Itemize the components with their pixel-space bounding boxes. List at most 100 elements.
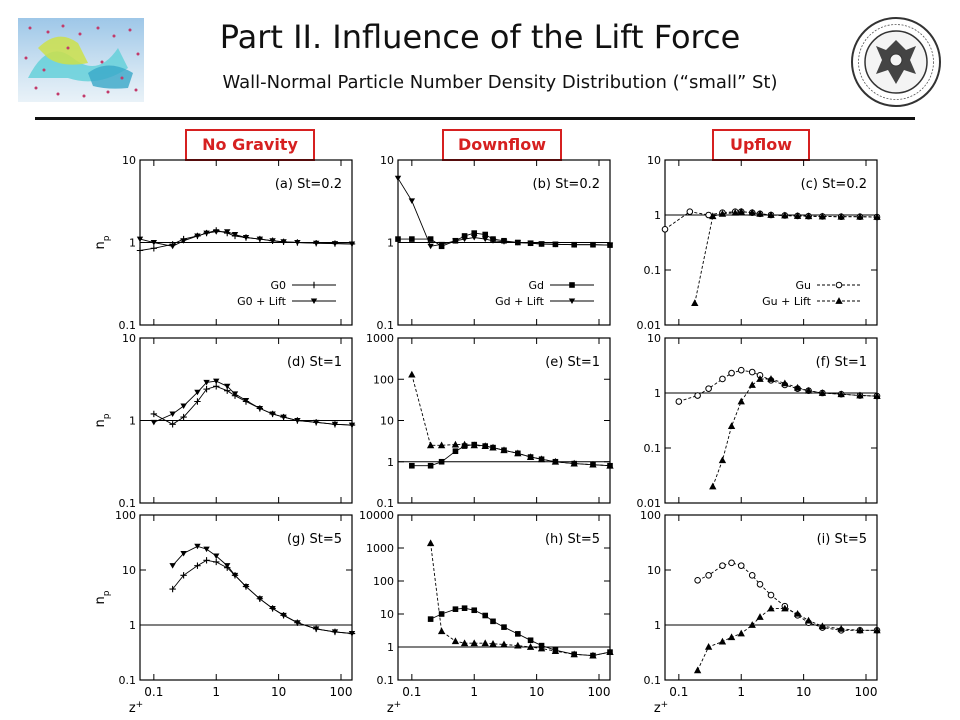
data-point xyxy=(731,208,739,216)
y-tick-label: 10 xyxy=(122,332,136,345)
data-point xyxy=(294,620,301,626)
data-point xyxy=(818,389,827,396)
data-point xyxy=(242,397,250,404)
data-point xyxy=(452,238,459,244)
data-point xyxy=(661,225,669,233)
data-point xyxy=(737,397,745,405)
y-tick-label: 0.1 xyxy=(644,674,662,687)
y-tick-label: 0.01 xyxy=(637,319,662,332)
data-point xyxy=(873,626,881,634)
y-tick-label: 100 xyxy=(640,509,661,522)
data-point xyxy=(756,375,764,382)
y-tick-label: 0.1 xyxy=(377,497,395,510)
y-tick-label: 1 xyxy=(387,237,394,250)
legend-entry: G0 + Lift xyxy=(237,295,287,308)
data-point xyxy=(169,563,176,569)
data-point xyxy=(231,232,239,238)
data-point xyxy=(719,375,726,383)
panel-frame xyxy=(139,514,353,681)
data-point xyxy=(856,626,864,634)
data-point xyxy=(537,644,546,652)
series-line xyxy=(697,607,877,671)
data-point xyxy=(461,236,468,243)
data-point xyxy=(804,386,813,394)
panel-label: (c) St=0.2 xyxy=(801,177,867,192)
data-point xyxy=(489,238,497,244)
data-point xyxy=(675,398,683,405)
legend-entry: Gu xyxy=(796,279,812,292)
y-tick-label: 1 xyxy=(129,237,136,250)
data-point xyxy=(756,209,764,217)
panel-frame xyxy=(664,337,878,504)
data-point xyxy=(490,618,496,625)
y-axis-label-sub: p xyxy=(102,413,112,419)
legend-marker xyxy=(568,298,576,304)
y-tick-label: 1 xyxy=(654,619,661,632)
y-axis-label: np xyxy=(93,590,112,604)
data-point xyxy=(203,557,210,564)
data-point xyxy=(737,366,745,374)
legend-entry: Gu + Lift xyxy=(762,295,812,308)
data-point xyxy=(856,391,864,399)
data-point xyxy=(203,230,210,237)
data-point xyxy=(481,442,489,449)
data-point xyxy=(452,448,459,455)
data-point xyxy=(606,648,614,656)
data-point xyxy=(452,606,459,612)
data-point xyxy=(728,369,735,377)
data-point xyxy=(395,236,401,242)
data-point xyxy=(781,211,789,219)
panel-frame xyxy=(664,159,878,326)
x-tick-label: 1 xyxy=(737,685,745,699)
y-tick-label: 1 xyxy=(129,415,136,428)
series-line xyxy=(697,562,877,631)
data-point xyxy=(818,212,827,220)
data-point xyxy=(256,405,264,412)
data-point xyxy=(213,558,220,566)
data-point xyxy=(526,643,535,650)
data-point xyxy=(767,591,775,599)
data-point xyxy=(438,458,445,465)
data-point xyxy=(728,559,735,567)
data-point xyxy=(767,375,775,382)
data-point xyxy=(242,584,250,590)
data-point xyxy=(515,631,521,637)
data-point xyxy=(818,622,827,630)
data-point xyxy=(589,651,597,659)
data-point xyxy=(224,383,231,390)
data-point xyxy=(231,572,239,579)
data-point xyxy=(460,639,469,647)
data-point xyxy=(793,383,802,391)
y-tick-label: 10 xyxy=(380,608,394,621)
data-point xyxy=(748,621,756,628)
data-point xyxy=(748,381,756,388)
data-point xyxy=(461,233,468,239)
data-point xyxy=(408,198,416,204)
data-point xyxy=(460,440,469,448)
data-point xyxy=(793,609,802,617)
y-tick-label: 10 xyxy=(647,564,661,577)
data-point xyxy=(718,209,727,217)
data-point xyxy=(312,419,320,426)
data-point xyxy=(606,461,614,469)
column-label-downflow: Downflow xyxy=(442,129,562,161)
data-point xyxy=(194,398,201,405)
panel-label: (f) St=1 xyxy=(816,355,867,370)
data-point xyxy=(256,236,264,243)
data-point xyxy=(169,585,176,593)
data-point xyxy=(500,446,508,454)
slide-title: Part II. Influence of the Lift Force xyxy=(219,18,741,56)
y-tick-label: 0.1 xyxy=(644,442,662,455)
data-point xyxy=(482,231,489,238)
data-point xyxy=(269,238,276,244)
data-point xyxy=(514,240,522,246)
data-point xyxy=(471,234,478,241)
data-point xyxy=(693,666,702,674)
data-point xyxy=(231,391,239,397)
x-tick-label: 10 xyxy=(271,685,286,699)
data-point xyxy=(280,239,287,245)
data-point xyxy=(451,440,460,448)
data-point xyxy=(500,640,508,648)
data-point xyxy=(686,208,694,215)
y-tick-label: 100 xyxy=(373,373,394,386)
